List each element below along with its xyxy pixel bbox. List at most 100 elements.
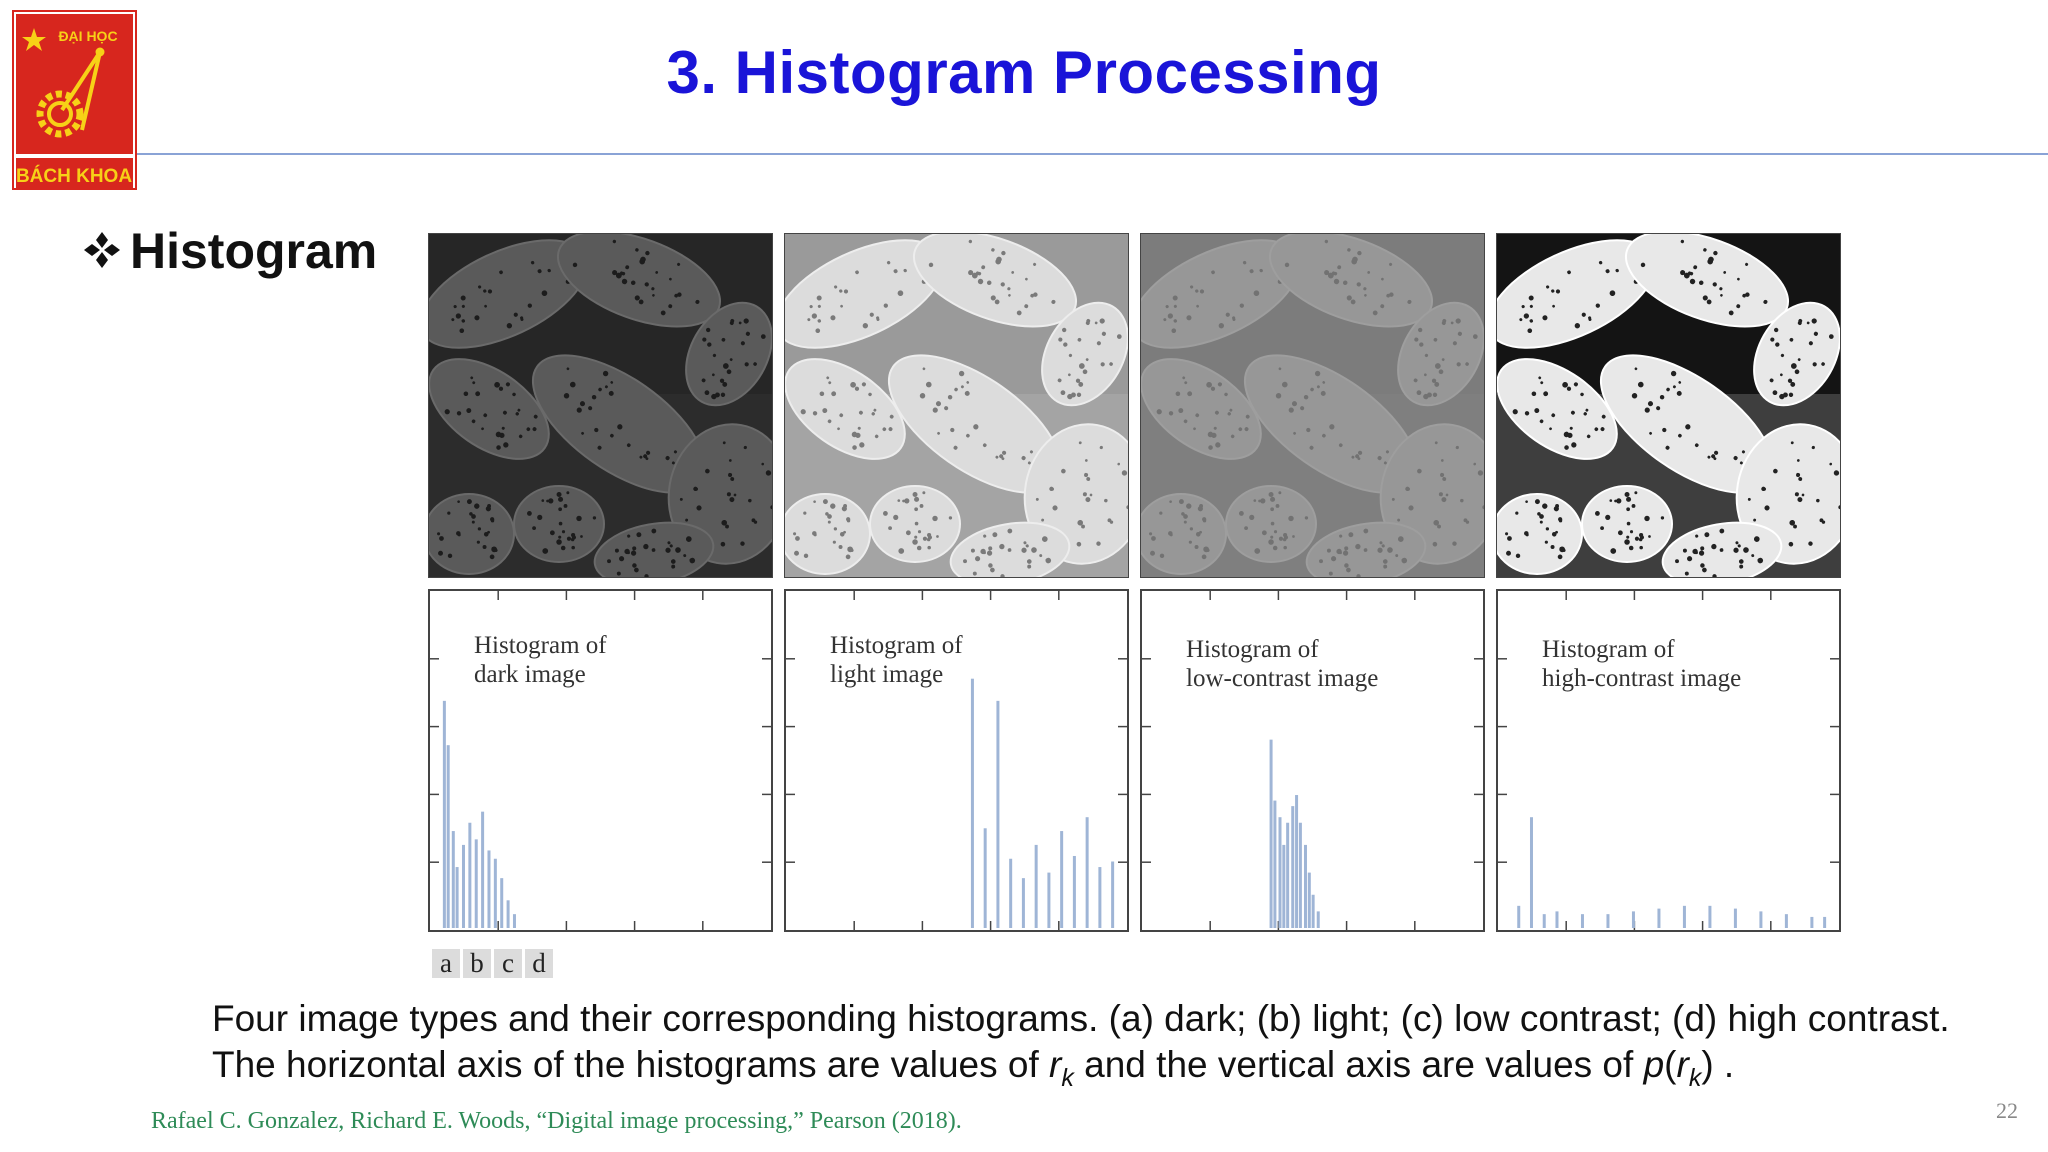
paren-open: ( — [1664, 1044, 1677, 1085]
histogram-title: Histogram of low-contrast image — [1186, 635, 1378, 693]
histogram-bar — [1072, 855, 1076, 928]
pollen-image-light — [785, 234, 1128, 577]
histogram-bar — [1307, 872, 1311, 928]
histogram-bar — [1009, 858, 1013, 928]
pollen-grain — [513, 485, 605, 563]
histogram-bar — [512, 914, 516, 928]
pollen-image-high-contrast — [1497, 234, 1840, 577]
histogram-bar — [1085, 817, 1089, 928]
histogram-bar — [451, 831, 455, 928]
pollen-grain — [1497, 358, 1618, 460]
caption-line2: The horizontal axis of the histograms ar… — [212, 1042, 2042, 1091]
histogram-bar — [1823, 916, 1827, 928]
k-subscript: k — [1061, 1064, 1074, 1092]
pollen-grain — [685, 301, 772, 407]
bullet-text: Histogram — [130, 223, 378, 279]
p-r-k-symbol: p(rk) — [1643, 1044, 1714, 1091]
panel-letter-b: b — [463, 949, 491, 978]
photo-light — [784, 233, 1129, 578]
histogram-bar — [461, 844, 465, 928]
pollen-grain — [556, 234, 722, 328]
r-symbol: r — [1049, 1044, 1062, 1085]
histogram-bar — [1733, 908, 1737, 928]
histogram-bar — [1047, 872, 1051, 928]
histogram-plot-dark — [430, 591, 771, 930]
histogram-bar — [996, 700, 1000, 928]
histogram-low-contrast: Histogram of low-contrast image — [1140, 589, 1485, 932]
histogram-bar — [1810, 916, 1814, 928]
panel-letter-c: c — [494, 949, 522, 978]
histogram-bar — [1021, 878, 1025, 928]
pollen-grain — [1305, 521, 1427, 577]
histogram-bar — [1282, 844, 1286, 928]
histogram-plot-low-contrast — [1142, 591, 1483, 930]
figure-caption: Four image types and their corresponding… — [212, 996, 2042, 1091]
pollen-image-dark — [429, 234, 772, 577]
star-icon — [22, 28, 46, 51]
histogram-bar — [506, 900, 510, 928]
caption-line2-pre: The horizontal axis of the histograms ar… — [212, 1044, 1039, 1085]
title-divider — [137, 153, 2048, 155]
histogram-bar — [1682, 905, 1686, 928]
histogram-plot-high-contrast — [1498, 591, 1839, 930]
histogram-bar — [442, 700, 446, 928]
r-k-symbol: rk — [1049, 1044, 1074, 1091]
histogram-bar — [446, 745, 450, 928]
panel-letter-a: a — [432, 949, 460, 978]
pollen-grain — [1397, 301, 1484, 407]
reference-citation: Rafael C. Gonzalez, Richard E. Woods, “D… — [151, 1108, 962, 1134]
pollen-grain — [869, 485, 961, 563]
pollen-grain — [785, 493, 871, 575]
panel-letters: a b c d — [432, 949, 553, 979]
caption-line2-mid: and the vertical axis are values of — [1084, 1044, 1634, 1085]
histogram-bar — [500, 878, 504, 928]
pollen-grain — [593, 521, 715, 577]
histogram-bar — [1657, 908, 1661, 928]
histogram-title-line1: Histogram of — [830, 632, 963, 659]
histogram-bar — [468, 822, 472, 928]
caption-line2-end: . — [1723, 1044, 1735, 1085]
histogram-title-line2: dark image — [474, 661, 586, 688]
pollen-grain — [949, 521, 1071, 577]
pollen-grain — [785, 358, 906, 460]
histogram-bar — [493, 858, 497, 928]
pollen-grain — [1661, 521, 1783, 577]
pollen-grain — [1497, 493, 1583, 575]
logo-bottom-text: BÁCH KHOA — [16, 165, 132, 187]
pollen-grain — [1753, 301, 1840, 407]
page-number: 22 — [1996, 1098, 2018, 1123]
histogram-bar — [455, 867, 459, 928]
histogram-high-contrast: Histogram of high-contrast image — [1496, 589, 1841, 932]
histogram-bar — [474, 839, 478, 928]
histogram-bar — [1311, 894, 1315, 928]
histogram-bar — [1298, 822, 1302, 928]
histogram-title-line2: light image — [830, 661, 944, 688]
r-symbol: r — [1676, 1044, 1689, 1085]
histogram-title-line1: Histogram of — [1186, 636, 1319, 663]
histogram-bar — [1291, 806, 1295, 928]
pollen-grain — [1268, 234, 1434, 328]
histogram-bar — [481, 811, 485, 928]
pollen-grain — [1581, 485, 1673, 563]
histogram-plot-light — [786, 591, 1127, 930]
histogram-dark: Histogram of dark image — [428, 589, 773, 932]
pollen-grain — [1141, 493, 1227, 575]
histogram-bar — [1286, 822, 1290, 928]
photo-dark — [428, 233, 773, 578]
slide-title: 3. Histogram Processing — [666, 39, 1382, 106]
histogram-title: Histogram of light image — [830, 631, 963, 689]
histogram-bar — [487, 850, 491, 928]
university-logo: ĐẠI HỌC BÁCH KHOA — [12, 10, 137, 190]
histogram-bar — [1784, 914, 1788, 928]
p-symbol: p — [1643, 1044, 1665, 1085]
histogram-light: Histogram of light image — [784, 589, 1129, 932]
histogram-bar — [1759, 911, 1763, 928]
histogram-bar — [1316, 911, 1320, 928]
pollen-grain — [1041, 301, 1128, 407]
histogram-bar — [1273, 800, 1277, 928]
histogram-title-line2: low-contrast image — [1186, 665, 1379, 692]
histogram-bar — [1111, 861, 1115, 928]
histogram-bar — [1098, 867, 1102, 928]
pollen-grain — [1225, 485, 1317, 563]
histogram-bar — [1708, 905, 1712, 928]
